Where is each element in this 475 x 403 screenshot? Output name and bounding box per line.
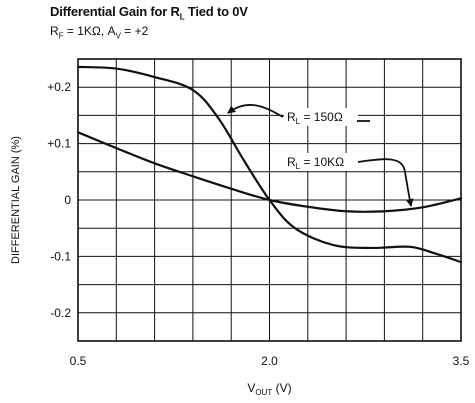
x-tick-label: 0.5 — [70, 354, 87, 368]
axis-ticks: +0.2 +0.1 0 -0.1 -0.2 0.5 2.0 3.5 — [47, 80, 469, 368]
y-tick-label: 0 — [64, 193, 71, 207]
y-tick-label: -0.2 — [50, 306, 71, 320]
x-axis-label-subscript: OUT — [255, 388, 272, 397]
series-lines — [76, 65, 463, 264]
annotations: RL = 150Ω RL = 10KΩ — [227, 104, 414, 207]
subtitle-rf-label: R — [50, 24, 59, 38]
y-tick-label: +0.2 — [47, 80, 71, 94]
x-tick-label: 3.5 — [453, 354, 470, 368]
subtitle-rf-subscript: F — [58, 31, 64, 41]
subtitle-av-value: = +2 — [120, 24, 149, 38]
chart-title-end: Tied to 0V — [184, 4, 248, 19]
series-label-rl-10kohm: RL = 10KΩ — [287, 155, 344, 171]
annotation-arrow-rl-10kohm — [357, 158, 414, 207]
y-tick-label: +0.1 — [47, 137, 71, 151]
subtitle-rf-value: = 1KΩ, A — [63, 24, 116, 38]
series-label-rl-150ohm: RL = 150Ω — [287, 110, 343, 126]
x-axis-label-unit: (V) — [272, 381, 291, 395]
chart-title: Differential Gain for RL Tied to 0V — [50, 4, 248, 22]
x-tick-label: 2.0 — [261, 354, 278, 368]
chart-title-main: Differential Gain for R — [50, 4, 180, 19]
x-axis-label-main: V — [247, 381, 255, 395]
plot-frame — [77, 58, 462, 342]
series-line-rl-10kohm — [76, 131, 463, 213]
subtitle-av-subscript: V — [115, 31, 121, 41]
x-axis-label: VOUT (V) — [247, 381, 291, 397]
annotation-arrow-rl-150ohm — [227, 104, 284, 118]
series-label-background — [284, 153, 358, 171]
chart-title-subscript: L — [179, 12, 185, 22]
chart-subtitle: RF = 1KΩ, AV = +2 — [50, 24, 148, 40]
series-label-background — [284, 108, 358, 126]
y-axis-label: DIFFERENTIAL GAIN (%) — [10, 136, 22, 264]
y-tick-label: -0.1 — [50, 249, 71, 263]
